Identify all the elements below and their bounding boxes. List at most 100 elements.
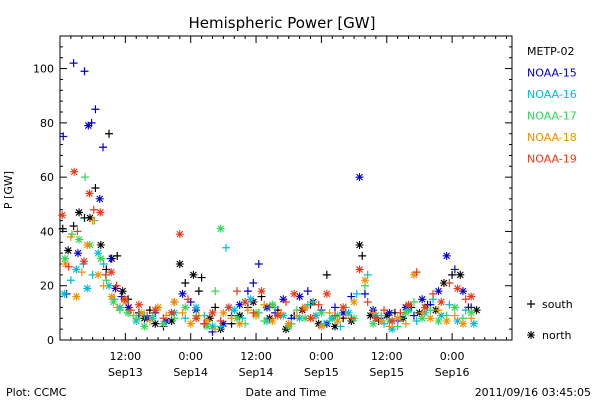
data-point-south (183, 295, 192, 304)
data-point-south (91, 184, 100, 192)
data-point-north (311, 311, 320, 320)
data-point-south (211, 287, 220, 296)
legend-entry: NOAA-19 (527, 153, 577, 166)
data-point-north (322, 289, 331, 298)
data-point-north (252, 311, 261, 320)
data-point-north (434, 317, 443, 325)
data-point-north (257, 287, 266, 296)
data-point-north (344, 308, 353, 317)
data-point-north (450, 303, 459, 312)
data-point-south (352, 289, 361, 298)
data-point-north (439, 279, 448, 287)
data-point-north (75, 235, 84, 244)
data-point-north (167, 308, 176, 317)
data-point-south (69, 59, 78, 68)
data-point-north (94, 270, 103, 279)
data-point-south (181, 314, 190, 323)
x-tick-time-label: 12:00 (240, 350, 272, 363)
data-point-south (145, 317, 154, 325)
data-point-north (60, 289, 69, 298)
chart-title: Hemispheric Power [GW] (189, 14, 376, 32)
data-point-south (467, 314, 476, 323)
y-tick-label: 100 (33, 63, 54, 76)
data-point-north (124, 303, 133, 312)
data-point-north (453, 317, 462, 325)
data-point-south (380, 306, 389, 315)
data-point-north (393, 314, 402, 323)
data-point-south (105, 129, 114, 138)
data-point-south (322, 270, 331, 279)
data-point-south (450, 265, 459, 274)
data-point-south (347, 314, 356, 323)
data-point-south (243, 306, 252, 315)
data-point-south (66, 276, 75, 285)
legend: METP-02 NOAA-15 NOAA-16 NOAA-17 NOAA-18 NOAA-… (527, 45, 577, 342)
data-point-north (58, 211, 67, 220)
x-tick-date-label: Sep15 (304, 366, 339, 379)
data-point-south (73, 227, 82, 236)
data-point-south (80, 67, 89, 76)
data-point-north (83, 241, 92, 249)
data-point-north (273, 311, 282, 320)
plot-source-credit: Plot: CCMC (6, 386, 67, 399)
data-point-north (208, 308, 217, 317)
data-point-north (137, 308, 146, 317)
x-tick-date-label: Sep13 (108, 366, 143, 379)
data-point-south (77, 268, 86, 277)
legend-entry: NOAA-17 (527, 110, 577, 123)
data-point-north (118, 287, 127, 296)
data-point-north (203, 322, 212, 331)
legend-entry: NOAA-16 (527, 88, 577, 101)
y-tick-label: 0 (47, 334, 54, 347)
data-point-south (341, 311, 350, 320)
data-point-north (124, 308, 133, 317)
data-point-north (75, 208, 84, 217)
data-point-north (467, 308, 476, 317)
data-point-north (295, 292, 304, 301)
data-point-south (64, 262, 73, 271)
data-point-north (224, 303, 233, 312)
data-point-north (189, 270, 198, 279)
legend-north-marker (527, 331, 535, 339)
data-point-north (186, 319, 195, 328)
data-point-south (181, 279, 190, 287)
data-point-north (469, 319, 478, 328)
data-point-north (458, 287, 467, 296)
data-point-south (260, 300, 269, 309)
data-point-north (458, 319, 467, 328)
data-point-north (192, 314, 201, 323)
legend-marker-label: north (542, 329, 572, 342)
data-point-north (85, 189, 94, 198)
x-tick-time-label: 0:00 (178, 350, 203, 363)
series-noaa-19 (58, 167, 476, 328)
data-point-south (59, 132, 68, 141)
data-point-north (268, 300, 277, 309)
data-point-north (371, 314, 380, 323)
data-point-south (69, 222, 78, 230)
data-point-south (81, 173, 90, 182)
data-point-north (203, 317, 212, 325)
data-point-south (58, 224, 67, 233)
data-point-south (89, 205, 98, 214)
data-point-north (73, 249, 82, 258)
data-point-north (377, 317, 386, 325)
legend-marker-label: south (542, 298, 573, 311)
data-point-south (88, 216, 97, 225)
data-point-south (216, 317, 225, 325)
data-point-north (355, 265, 364, 274)
data-point-north (95, 194, 104, 203)
y-tick-label: 60 (40, 171, 54, 184)
data-point-south (358, 251, 367, 260)
y-axis-label: P [GW] (2, 171, 15, 209)
data-point-north (94, 249, 103, 258)
data-points (58, 59, 481, 336)
data-point-south (87, 118, 96, 127)
data-point-north (79, 257, 88, 266)
data-point-north (181, 303, 190, 312)
data-point-north (472, 306, 481, 315)
y-tick-label: 20 (40, 280, 54, 293)
data-point-north (192, 303, 201, 312)
data-point-north (70, 167, 79, 176)
data-point-north (96, 241, 105, 249)
data-point-south (232, 287, 241, 296)
